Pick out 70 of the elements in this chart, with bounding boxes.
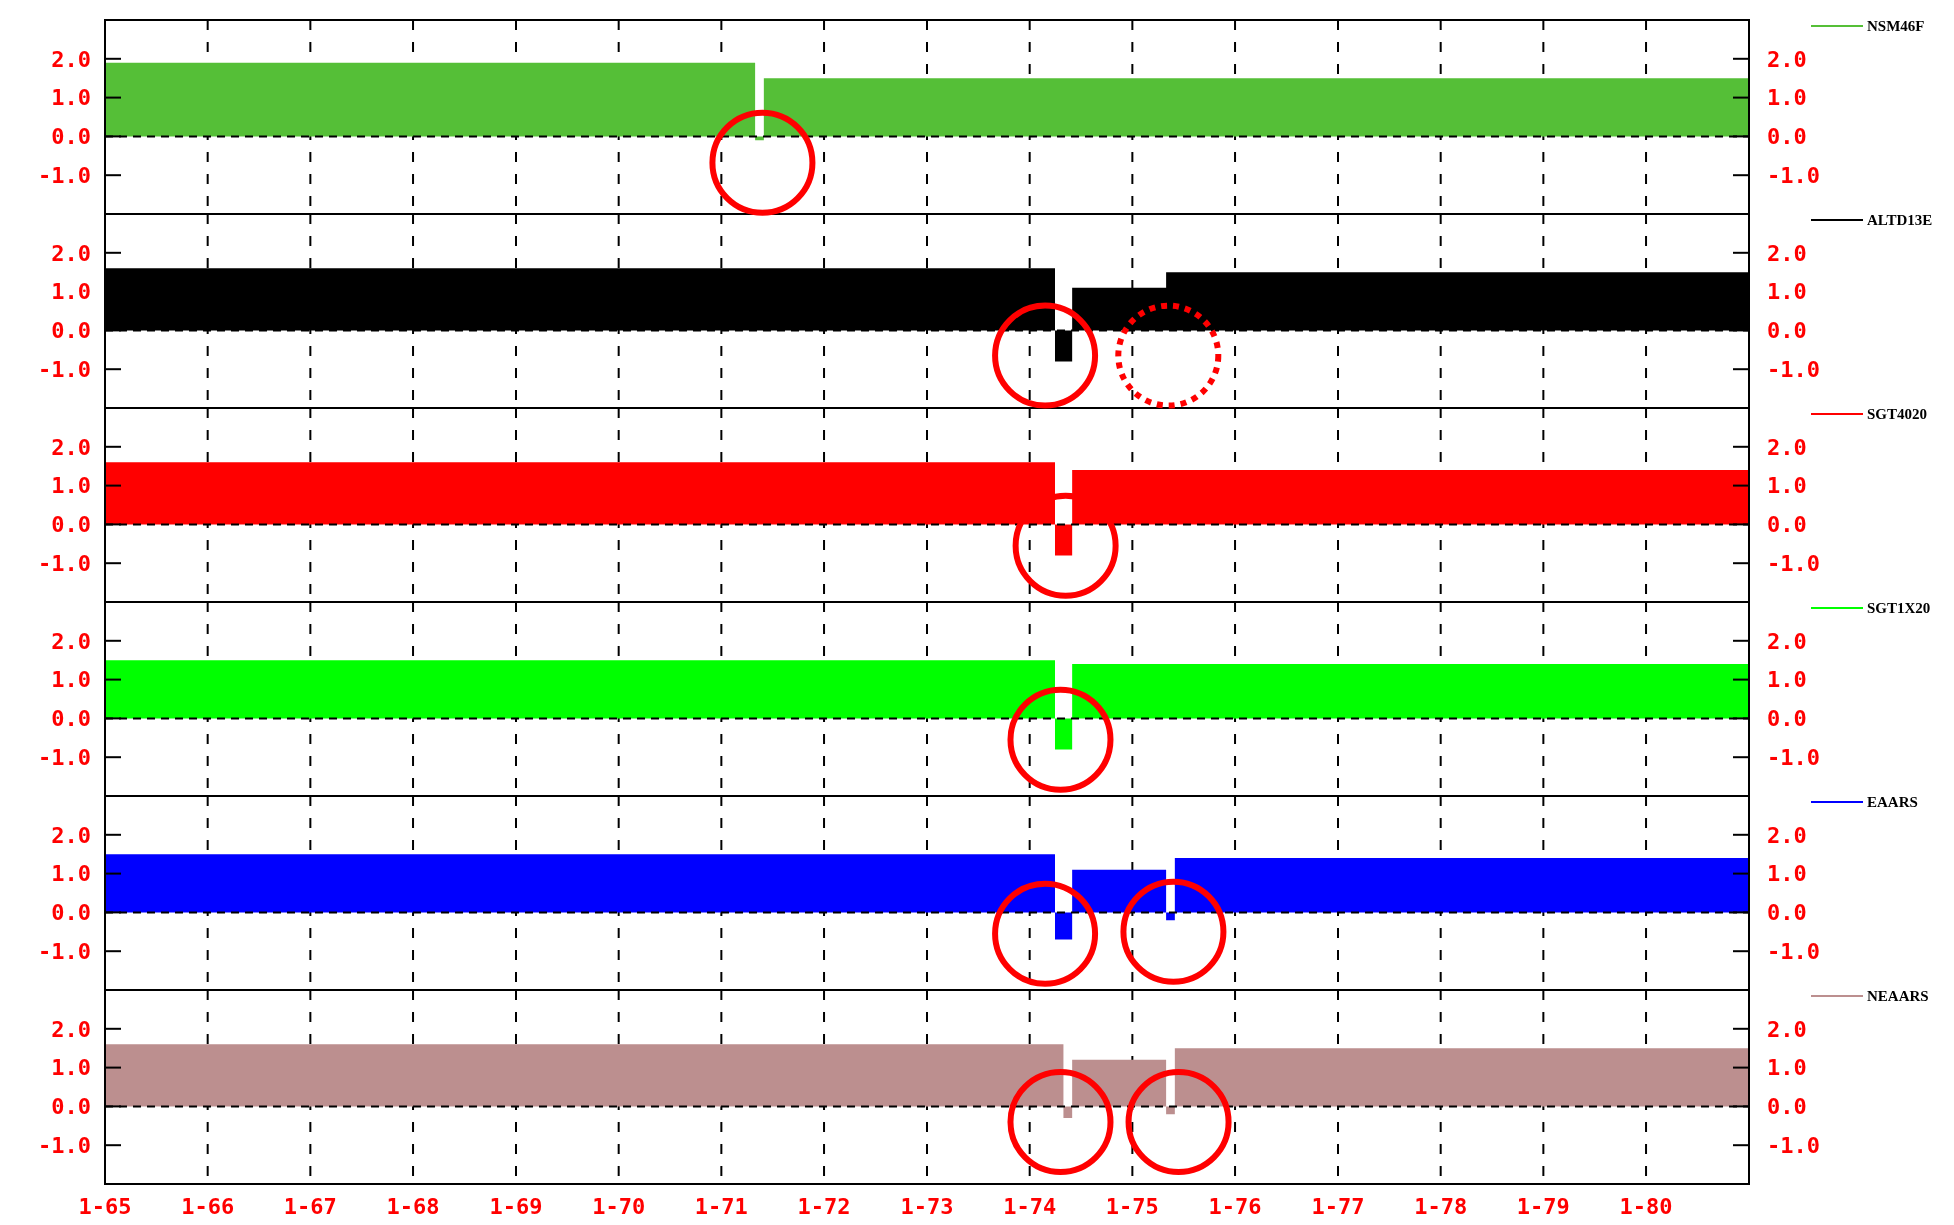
y2-tick-label: -1.0: [1767, 938, 1820, 964]
y2-tick-label: 0.0: [1767, 1094, 1807, 1120]
y2-tick-label: 2.0: [1767, 434, 1807, 460]
y2-tick-label: -1.0: [1767, 550, 1820, 576]
legend-label: SGT1X20: [1867, 600, 1931, 617]
x-tick-label: 1-76: [1208, 1194, 1262, 1219]
y2-tick-label: 1.0: [1767, 667, 1807, 693]
x-tick-label: 1-69: [489, 1194, 543, 1219]
y2-tick-label: 0.0: [1767, 900, 1807, 926]
y-tick-label: -1.0: [38, 938, 91, 964]
y-tick-label: 2.0: [51, 46, 91, 72]
x-tick-label: 1-75: [1105, 1194, 1159, 1219]
legend-label: ALTD13E: [1867, 212, 1933, 229]
y-tick-label: 0.0: [51, 900, 91, 926]
y-tick-label: 0.0: [51, 706, 91, 732]
x-tick-label: 1-66: [181, 1194, 235, 1219]
y-tick-label: 0.0: [51, 318, 91, 344]
y2-tick-label: 2.0: [1767, 628, 1807, 654]
y-tick-label: 1.0: [51, 279, 91, 305]
y-tick-label: 1.0: [51, 667, 91, 693]
legend-label: NSM46F: [1867, 18, 1925, 35]
y2-tick-label: 0.0: [1767, 706, 1807, 732]
y-tick-label: 1.0: [51, 1055, 91, 1081]
y-tick-label: 0.0: [51, 512, 91, 538]
legend-label: SGT4020: [1867, 406, 1928, 423]
y-tick-label: 0.0: [51, 1094, 91, 1120]
y-tick-label: 1.0: [51, 473, 91, 499]
y-tick-label: -1.0: [38, 162, 91, 188]
x-tick-label: 1-74: [1003, 1194, 1057, 1219]
y2-tick-label: 1.0: [1767, 279, 1807, 305]
y2-tick-label: -1.0: [1767, 356, 1820, 382]
y2-tick-label: 0.0: [1767, 124, 1807, 150]
y-tick-label: -1.0: [38, 356, 91, 382]
y2-tick-label: 1.0: [1767, 861, 1807, 887]
y-tick-label: -1.0: [38, 550, 91, 576]
legend-label: NEAARS: [1867, 988, 1929, 1005]
y-tick-label: 2.0: [51, 822, 91, 848]
y2-tick-label: -1.0: [1767, 1132, 1820, 1158]
y2-tick-label: 2.0: [1767, 240, 1807, 266]
y-tick-label: 0.0: [51, 124, 91, 150]
y2-tick-label: 2.0: [1767, 822, 1807, 848]
x-tick-label: 1-67: [283, 1194, 337, 1219]
y-tick-label: 2.0: [51, 240, 91, 266]
y2-tick-label: 1.0: [1767, 473, 1807, 499]
y2-tick-label: 0.0: [1767, 318, 1807, 344]
x-tick-label: 1-71: [694, 1194, 748, 1219]
x-tick-label: 1-80: [1619, 1194, 1673, 1219]
x-tick-label: 1-70: [592, 1194, 646, 1219]
x-tick-label: 1-77: [1311, 1194, 1365, 1219]
x-tick-label: 1-68: [386, 1194, 440, 1219]
y2-tick-label: 2.0: [1767, 1016, 1807, 1042]
y2-tick-label: -1.0: [1767, 162, 1820, 188]
x-tick-label: 1-65: [78, 1194, 132, 1219]
y-tick-label: 1.0: [51, 861, 91, 887]
legend-label: EAARS: [1867, 794, 1918, 811]
x-tick-label: 1-78: [1414, 1194, 1468, 1219]
y2-tick-label: 1.0: [1767, 1055, 1807, 1081]
y-tick-label: -1.0: [38, 744, 91, 770]
y-tick-label: 2.0: [51, 628, 91, 654]
y2-tick-label: 1.0: [1767, 85, 1807, 111]
y2-tick-label: 2.0: [1767, 46, 1807, 72]
y-tick-label: 2.0: [51, 434, 91, 460]
y2-tick-label: 0.0: [1767, 512, 1807, 538]
x-tick-label: 1-72: [797, 1194, 851, 1219]
y-tick-label: -1.0: [38, 1132, 91, 1158]
x-tick-label: 1-79: [1516, 1194, 1570, 1219]
y-tick-label: 2.0: [51, 1016, 91, 1042]
x-tick-label: 1-73: [900, 1194, 954, 1219]
y-tick-label: 1.0: [51, 85, 91, 111]
y2-tick-label: -1.0: [1767, 744, 1820, 770]
